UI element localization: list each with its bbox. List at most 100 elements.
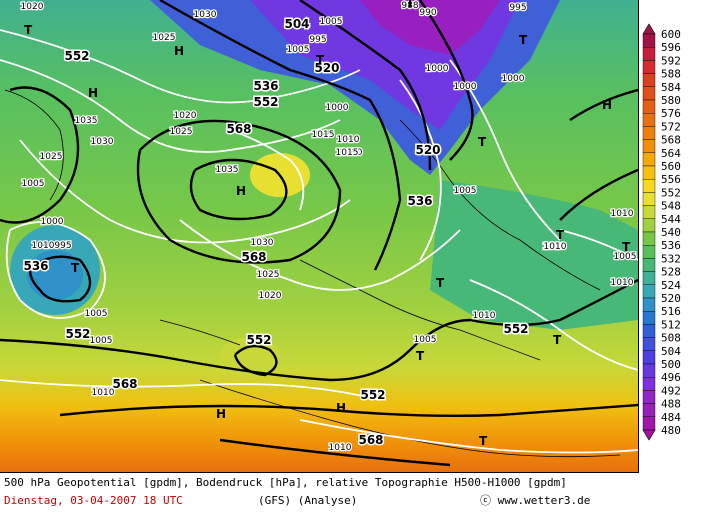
pressure-label: 995	[309, 35, 326, 45]
legend-swatch	[642, 139, 656, 153]
low-pressure-marker: T	[416, 349, 425, 363]
legend-swatch	[642, 205, 656, 220]
pressure-label: 1020	[21, 2, 44, 12]
legend-swatch	[642, 60, 656, 74]
pressure-label: 1010	[329, 443, 352, 453]
legend-scale: 6005965925885845805765725685645605565525…	[642, 23, 681, 441]
legend-swatch	[642, 152, 656, 167]
geopotential-label: 552	[246, 333, 271, 347]
color-legend: 600 596 592 588 584 580 576 572 568 564 560 556 552 5…	[640, 22, 704, 462]
pressure-label: 995	[54, 241, 71, 251]
geopotential-label: 568	[241, 250, 266, 264]
legend-swatch	[642, 284, 656, 299]
legend-swatch	[642, 86, 656, 101]
legend-swatch	[642, 165, 656, 180]
legend-swatch	[642, 258, 656, 272]
geopotential-label: 568	[358, 433, 383, 447]
pressure-label: 1000	[326, 103, 349, 113]
legend-swatch	[642, 311, 656, 325]
legend-label: 588	[661, 68, 681, 81]
high-pressure-marker: H	[216, 407, 227, 421]
geopotential-label: 552	[64, 49, 89, 63]
map-footer: 500 hPa Geopotential [gpdm], Bodendruck …	[0, 473, 638, 513]
pressure-label: 1030	[251, 238, 274, 248]
low-pressure-marker: T	[519, 33, 528, 47]
weather-map: 552 536 552 536 568 520 504 520 536 552 568 552 568 5…	[0, 0, 639, 473]
legend-label: 508	[661, 332, 681, 345]
low-pressure-marker: T	[479, 434, 488, 448]
legend-label: 592	[661, 54, 681, 67]
legend-swatch	[642, 403, 656, 418]
legend-label: 560	[661, 160, 681, 173]
pressure-label: 990	[419, 8, 436, 18]
legend-label: 564	[661, 147, 681, 160]
pressure-label: 1035	[75, 116, 98, 126]
pressure-label: 1015	[336, 148, 359, 158]
geopotential-label: 520	[314, 61, 339, 75]
low-pressure-marker: T	[71, 261, 80, 275]
pressure-label: 1005	[22, 179, 45, 189]
geopotential-label: 568	[112, 377, 137, 391]
legend-label: 480	[661, 424, 681, 437]
pressure-label: 1005	[85, 309, 108, 319]
geopotential-label: 520	[415, 143, 440, 157]
pressure-label: 1000	[502, 74, 525, 84]
geopotential-label: 536	[23, 259, 48, 273]
low-pressure-marker: T	[478, 135, 487, 149]
legend-swatch	[642, 126, 656, 140]
legend-label: 568	[661, 134, 681, 147]
legend-label: 552	[661, 186, 681, 199]
pressure-label: 1020	[259, 291, 282, 301]
legend-label: 580	[661, 94, 681, 107]
legend-swatch	[642, 390, 656, 404]
geopotential-label: 568	[226, 122, 251, 136]
geopotential-label: 504	[284, 17, 309, 31]
legend-swatch	[642, 192, 656, 206]
low-pressure-marker: T	[406, 0, 415, 10]
legend-swatch	[642, 416, 656, 431]
footer-description: 500 hPa Geopotential [gpdm], Bodendruck …	[4, 476, 567, 489]
pressure-label: 1025	[40, 152, 63, 162]
pressure-label: 1035	[216, 165, 239, 175]
legend-swatch	[642, 178, 656, 193]
legend-swatch	[642, 363, 656, 378]
geopotential-label: 520	[415, 143, 440, 157]
legend-label: 540	[661, 226, 681, 239]
low-pressure-marker: T	[553, 333, 562, 347]
pressure-label: 1005	[414, 335, 437, 345]
legend-swatch	[642, 350, 656, 365]
pressure-label: 988	[401, 1, 418, 11]
low-pressure-marker: T	[316, 53, 325, 67]
legend-label: 500	[661, 358, 681, 371]
legend-label: 536	[661, 239, 681, 252]
pressure-label: 1010	[340, 148, 363, 158]
legend-swatch	[642, 112, 656, 127]
pressure-label: 1010	[611, 209, 634, 219]
pressure-label: 1015	[312, 130, 335, 140]
geopotential-label: 552	[503, 322, 528, 336]
pressure-label: 1010	[337, 135, 360, 145]
geopotential-label: 552	[503, 322, 528, 336]
legend-swatch	[642, 231, 656, 246]
legend-label: 488	[661, 398, 681, 411]
footer-date: Dienstag, 03-04-2007 18 UTC	[4, 494, 183, 507]
legend-label: 532	[661, 252, 681, 265]
legend-swatch	[642, 297, 656, 312]
geopotential-label: 536	[407, 194, 432, 208]
legend-swatch	[642, 324, 656, 338]
legend-label: 596	[661, 41, 681, 54]
geopotential-label: 568	[226, 122, 251, 136]
legend-label: 512	[661, 318, 681, 331]
high-pressure-marker: H	[88, 86, 99, 100]
pressure-label: 1010	[32, 241, 55, 251]
geopotential-label: 536	[253, 79, 278, 93]
pressure-label: 1025	[257, 270, 280, 280]
pressure-label: 1000	[454, 82, 477, 92]
low-pressure-marker: T	[556, 228, 565, 242]
legend-label: 524	[661, 279, 681, 292]
legend-label: 496	[661, 371, 681, 384]
legend-swatch	[642, 218, 656, 233]
footer-model: (GFS) (Analyse)	[258, 494, 358, 507]
pressure-label: 1000	[41, 217, 64, 227]
geopotential-label: 552	[253, 95, 278, 109]
